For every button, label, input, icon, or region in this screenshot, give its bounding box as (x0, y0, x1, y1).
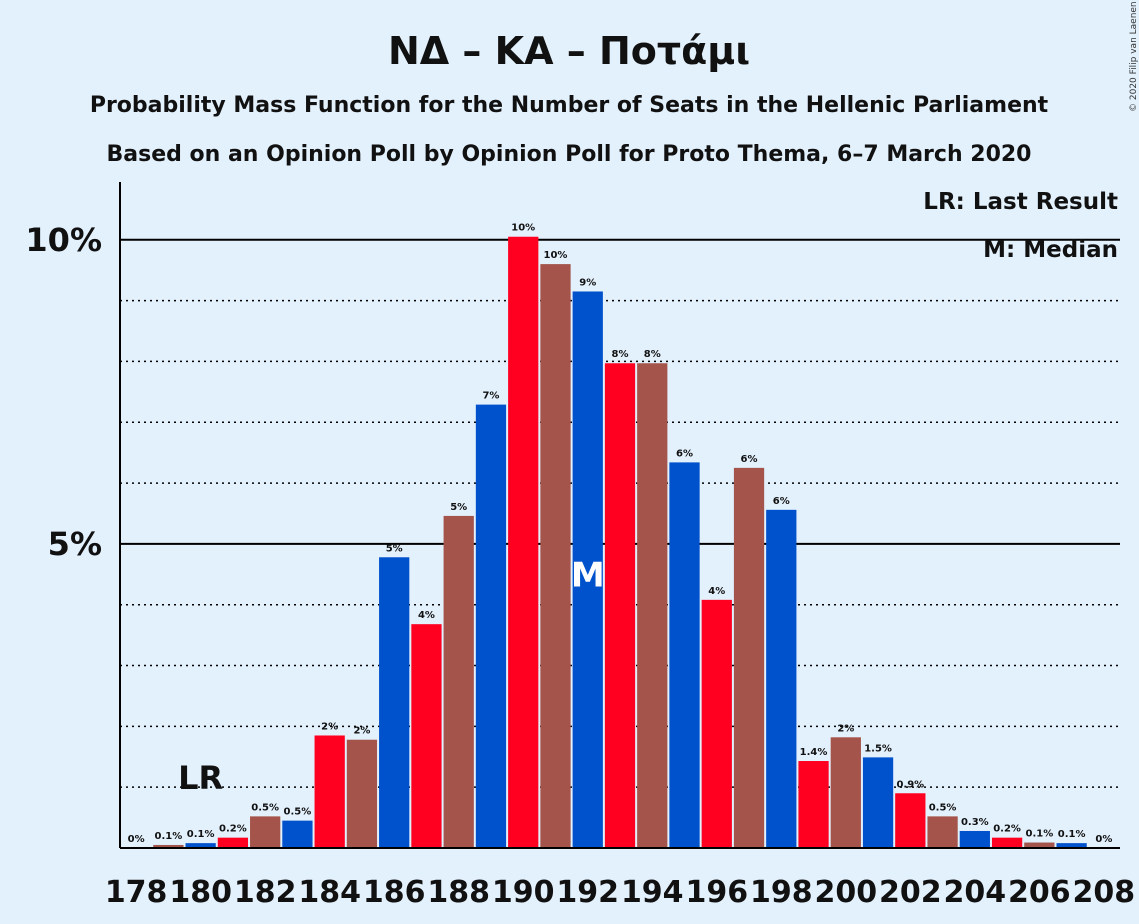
data-labels: 0% 0.1% 0.1% 0.2% 0.5% 0.5% 2% 2% 5% 4% 5% 7% 10% 10%… (128, 223, 1113, 845)
x-tick-labels: 178 180 182 184 186 188 190 192 194 196 198 200 202 2… (105, 875, 1135, 910)
data-label-182: 0.5% (251, 802, 279, 813)
x-tick-label: 178 (105, 875, 168, 910)
legend-median: M: Median (983, 237, 1118, 263)
data-label-203: 0.5% (929, 802, 957, 813)
data-label-200: 2% (837, 723, 854, 734)
bar-195 (669, 462, 700, 848)
x-tick-label: 182 (234, 875, 297, 910)
bar-186 (379, 557, 410, 848)
data-label-189: 7% (482, 391, 499, 402)
bar-196 (701, 599, 732, 848)
data-label-207: 0.1% (1058, 829, 1086, 840)
x-tick-label: 190 (492, 875, 555, 910)
bar-188 (443, 515, 474, 848)
x-tick-label: 200 (814, 875, 877, 910)
data-label-204: 0.3% (961, 817, 989, 828)
data-label-201: 1.5% (864, 743, 892, 754)
bar-206 (1024, 842, 1055, 848)
data-label-193: 8% (612, 349, 629, 360)
y-tick-label: 10% (25, 221, 102, 259)
y-tick-labels: 5% 10% (25, 221, 102, 563)
data-label-195: 6% (676, 448, 693, 459)
data-label-194: 8% (644, 349, 661, 360)
bar-192 (572, 291, 603, 848)
data-label-190: 10% (511, 223, 535, 234)
copyright-note: © 2020 Filip van Laenen (1129, 1, 1139, 112)
bar-202 (895, 793, 926, 848)
bar-189 (475, 404, 507, 848)
bar-179 (153, 844, 184, 848)
x-tick-label: 208 (1073, 875, 1136, 910)
data-label-187: 4% (418, 610, 435, 621)
data-label-188: 5% (450, 502, 467, 513)
x-tick-label: 198 (750, 875, 813, 910)
data-label-197: 6% (741, 454, 758, 465)
data-label-181: 0.2% (219, 824, 247, 835)
x-tick-label: 196 (685, 875, 748, 910)
bar-190 (508, 236, 539, 848)
data-label-206: 0.1% (1025, 829, 1053, 840)
bar-185 (346, 739, 378, 848)
x-tick-label: 206 (1008, 875, 1071, 910)
x-tick-label: 188 (427, 875, 490, 910)
bar-193 (604, 363, 636, 848)
bar-182 (250, 816, 281, 848)
bar-180 (185, 843, 216, 848)
bar-207 (1056, 843, 1087, 848)
data-label-192: 9% (579, 277, 596, 288)
bar-204 (959, 830, 990, 848)
data-label-191: 10% (544, 250, 568, 261)
x-tick-label: 184 (298, 875, 361, 910)
legend-last-result: LR: Last Result (923, 189, 1118, 215)
data-label-184: 2% (321, 721, 338, 732)
bar-203 (927, 816, 958, 848)
data-label-185: 2% (353, 726, 370, 737)
data-label-178: 0% (128, 834, 145, 845)
last-result-marker: LR (178, 759, 223, 797)
bars (153, 236, 1087, 848)
data-label-180: 0.1% (187, 829, 215, 840)
chart-subtitle-1: Probability Mass Function for the Number… (90, 93, 1049, 118)
data-label-179: 0.1% (155, 831, 183, 842)
data-label-205: 0.2% (993, 824, 1021, 835)
bar-187 (411, 624, 442, 848)
x-tick-label: 204 (944, 875, 1007, 910)
data-label-199: 1.4% (800, 747, 828, 758)
x-tick-label: 202 (879, 875, 942, 910)
bar-200 (830, 737, 861, 848)
data-label-186: 5% (386, 543, 403, 554)
bar-199 (798, 761, 829, 848)
bar-183 (282, 820, 313, 848)
y-tick-label: 5% (48, 525, 102, 563)
median-marker: M (571, 555, 605, 595)
x-tick-label: 194 (621, 875, 684, 910)
bar-181 (217, 837, 249, 848)
chart-subtitle-2: Based on an Opinion Poll by Opinion Poll… (106, 142, 1031, 167)
bar-201 (862, 757, 894, 848)
data-label-196: 4% (708, 586, 725, 597)
data-label-208: 0% (1095, 834, 1112, 845)
bar-205 (991, 837, 1023, 848)
bar-191 (540, 264, 571, 848)
data-label-183: 0.5% (284, 807, 312, 818)
bar-194 (637, 363, 668, 848)
x-tick-label: 186 (363, 875, 426, 910)
chart-title: ΝΔ – ΚΑ – Ποτάμι (388, 29, 750, 73)
bar-198 (766, 509, 797, 848)
x-tick-label: 180 (169, 875, 232, 910)
x-tick-label: 192 (556, 875, 619, 910)
bar-184 (314, 735, 345, 848)
bar-197 (733, 467, 765, 848)
data-label-198: 6% (773, 496, 790, 507)
data-label-202: 0.9% (896, 779, 924, 790)
